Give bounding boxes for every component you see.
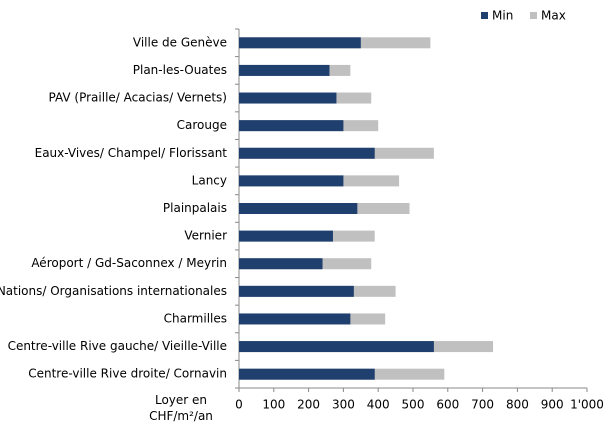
x-tick-label: 200 [297, 398, 320, 412]
bar [239, 341, 434, 353]
bar [239, 368, 375, 380]
bar [239, 258, 323, 270]
x-tick-label: 900 [541, 398, 564, 412]
y-tick-label: Vernier [184, 229, 227, 243]
x-tick-label: 100 [262, 398, 285, 412]
bar [239, 92, 337, 104]
y-tick-label: Plan-les-Ouates [133, 63, 227, 77]
x-tick-label: 400 [367, 398, 390, 412]
y-tick-label: Lancy [192, 173, 227, 187]
legend-swatch [530, 12, 537, 19]
y-tick-label: Ville de Genève [133, 35, 227, 49]
x-tick-label: 700 [471, 398, 494, 412]
x-tick-label: 300 [332, 398, 355, 412]
x-tick-label: 800 [506, 398, 529, 412]
legend-swatch [481, 12, 488, 19]
y-tick-label: Centre-ville Rive gauche/ Vieille-Ville [8, 339, 227, 353]
y-tick-label: Eaux-Vives/ Champel/ Florissant [35, 146, 228, 160]
bar [239, 285, 354, 297]
y-tick-label: Charmilles [164, 311, 227, 325]
bar [239, 147, 375, 159]
x-tick-label: 0 [235, 398, 243, 412]
legend-label: Min [492, 9, 513, 23]
x-axis-label: Loyer en CHF/m²/an [149, 393, 213, 423]
x-tick-label: 1'000 [570, 398, 604, 412]
y-tick-label: Carouge [177, 118, 227, 132]
bar [239, 37, 361, 49]
x-tick-label: 500 [402, 398, 425, 412]
bar [239, 120, 344, 132]
y-tick-label: PAV (Praille/ Acacias/ Vernets) [48, 91, 227, 105]
y-tick-label: Nations/ Organisations internationales [0, 284, 227, 298]
bar [239, 175, 344, 187]
y-tick-label: Aéroport / Gd-Saconnex / Meyrin [31, 256, 227, 270]
x-tick-label: 600 [436, 398, 459, 412]
bar [239, 203, 358, 214]
bar [239, 313, 351, 325]
bar [239, 64, 330, 76]
bar [239, 230, 333, 242]
legend-label: Max [541, 9, 566, 23]
y-tick-label: Centre-ville Rive droite/ Cornavin [28, 367, 227, 381]
y-tick-label: Plainpalais [163, 201, 227, 215]
